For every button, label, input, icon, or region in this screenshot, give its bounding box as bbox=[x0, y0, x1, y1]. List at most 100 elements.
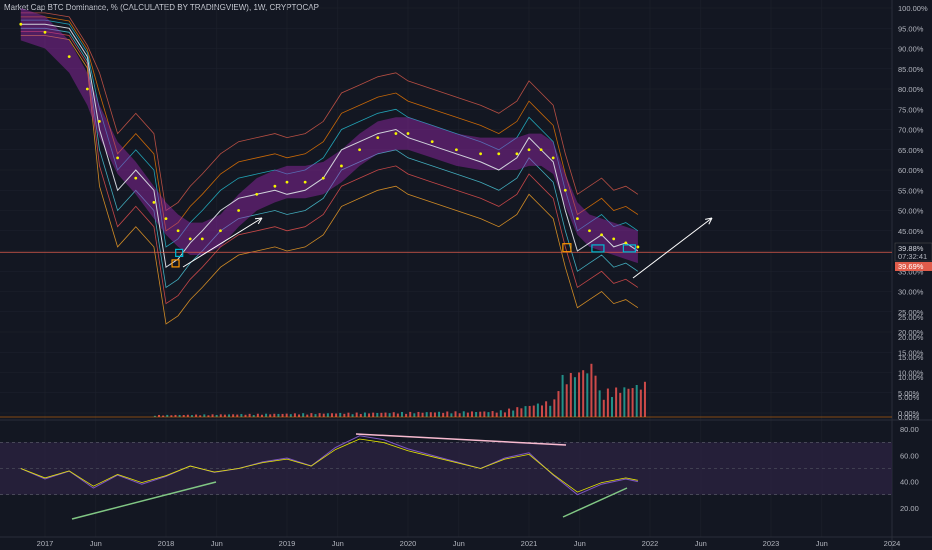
volume-bar bbox=[545, 401, 548, 417]
ema-dot bbox=[376, 136, 380, 140]
price-line-box bbox=[895, 262, 932, 271]
rsi-ma bbox=[20, 438, 638, 493]
ema-dot bbox=[43, 30, 47, 34]
chart-title: Market Cap BTC Dominance, % (CALCULATED … bbox=[4, 3, 319, 12]
volume-bar bbox=[335, 413, 338, 417]
exchange: CRYPTOCAP bbox=[269, 3, 319, 12]
y-tick-label: 15.00% bbox=[898, 353, 924, 362]
x-tick-label: 2022 bbox=[642, 539, 659, 548]
ema-dot bbox=[85, 87, 89, 91]
price-line-value: 39.69% bbox=[898, 262, 924, 271]
volume-bar bbox=[219, 414, 222, 417]
cyan-box bbox=[591, 244, 605, 253]
ema-dot bbox=[152, 201, 156, 204]
volume-bar bbox=[293, 413, 296, 417]
x-tick-label: Jun bbox=[816, 539, 828, 548]
ribbon-line bbox=[20, 27, 639, 289]
y-tick-label: 0.00% bbox=[898, 413, 920, 422]
volume-bar bbox=[635, 384, 638, 417]
volume-bar bbox=[256, 413, 259, 417]
volume-bar bbox=[561, 374, 564, 417]
y-tick-label: 65.00% bbox=[898, 146, 924, 155]
volume-bar bbox=[306, 414, 309, 417]
volume-bar bbox=[248, 413, 251, 417]
calc-note: (CALCULATED BY TRADINGVIEW) bbox=[120, 3, 249, 12]
volume-bar bbox=[273, 413, 276, 417]
ema-dot bbox=[116, 156, 119, 160]
ema-dot bbox=[455, 148, 458, 152]
ema-dot bbox=[188, 237, 192, 241]
volume-bar bbox=[586, 373, 589, 417]
symbol-name[interactable]: Market Cap BTC Dominance, % bbox=[4, 3, 118, 12]
volume-bar bbox=[512, 410, 515, 417]
y-tick-label: 20.00% bbox=[898, 328, 924, 337]
volume-bar bbox=[619, 392, 622, 417]
volume-bar bbox=[269, 414, 272, 417]
volume-bar bbox=[236, 414, 239, 417]
y-tick-label: 10.00% bbox=[898, 369, 924, 378]
volume-bar bbox=[475, 411, 478, 417]
ema-dot bbox=[285, 180, 289, 184]
rsi-tick-label: 60.00 bbox=[900, 451, 919, 460]
volume-bar bbox=[265, 413, 268, 417]
volume-bar bbox=[491, 411, 494, 417]
ema-dot bbox=[255, 192, 259, 196]
x-tick-label: 2024 bbox=[884, 539, 901, 548]
volume-bar bbox=[643, 381, 646, 417]
ema-dot bbox=[406, 132, 410, 135]
volume-bar bbox=[223, 414, 226, 417]
volume-bar bbox=[639, 389, 642, 417]
volume-bar bbox=[339, 412, 342, 417]
volume-bar bbox=[549, 405, 552, 417]
y-tick-label: 95.00% bbox=[898, 24, 924, 33]
volume-bar bbox=[438, 411, 441, 417]
volume-bar bbox=[178, 414, 181, 417]
rsi-trendline bbox=[355, 433, 567, 446]
volume-bar bbox=[232, 414, 235, 417]
volume-bar bbox=[565, 384, 568, 417]
volume-bar bbox=[199, 415, 202, 417]
ema-dot bbox=[563, 188, 567, 192]
arrow-2018 bbox=[182, 217, 263, 268]
volume-bar bbox=[186, 414, 189, 417]
volume-bar bbox=[590, 363, 593, 417]
interval[interactable]: 1W bbox=[253, 3, 265, 12]
ema-dot bbox=[636, 245, 640, 249]
x-axis: 2017 Jun 2018 Jun 2019 Jun 2020 Jun 2021 Jun 2022 J… bbox=[37, 539, 901, 548]
volume-bar bbox=[252, 415, 255, 417]
volume-bar bbox=[260, 414, 263, 417]
volume-bar bbox=[368, 413, 371, 417]
volume-bar bbox=[400, 411, 403, 417]
ema-dot bbox=[430, 140, 434, 144]
rsi-tick-label: 80.00 bbox=[900, 425, 919, 434]
volume-bar bbox=[244, 414, 247, 417]
volume-bar bbox=[536, 403, 539, 417]
volume-bar bbox=[281, 413, 284, 417]
ema-dot bbox=[624, 241, 628, 245]
ma-ribbons bbox=[20, 8, 639, 325]
volume-bar bbox=[602, 399, 605, 417]
volume-bar bbox=[153, 415, 156, 417]
volume-bar bbox=[520, 408, 523, 417]
volume-bar bbox=[487, 412, 490, 417]
volume-bar bbox=[190, 415, 193, 417]
volume-bar bbox=[524, 406, 527, 417]
volume-bar bbox=[578, 372, 581, 417]
ema-dot bbox=[19, 22, 23, 26]
ema-dot bbox=[134, 176, 138, 180]
volume-bar bbox=[540, 405, 543, 417]
ema-dot bbox=[237, 209, 241, 212]
volume-bar bbox=[162, 415, 165, 417]
ema-dot bbox=[588, 229, 591, 233]
y-tick-label: 50.00% bbox=[898, 207, 924, 216]
volume-bar bbox=[417, 411, 420, 417]
y-tick-label: 20.00% bbox=[898, 333, 924, 342]
rsi-tick-label: 40.00 bbox=[900, 478, 919, 487]
volume-bar bbox=[322, 413, 325, 417]
volume-bar bbox=[479, 411, 482, 417]
volume-bar bbox=[207, 415, 210, 417]
price-series bbox=[20, 23, 639, 269]
volume-bar bbox=[195, 414, 198, 417]
ema-dot bbox=[551, 156, 555, 160]
